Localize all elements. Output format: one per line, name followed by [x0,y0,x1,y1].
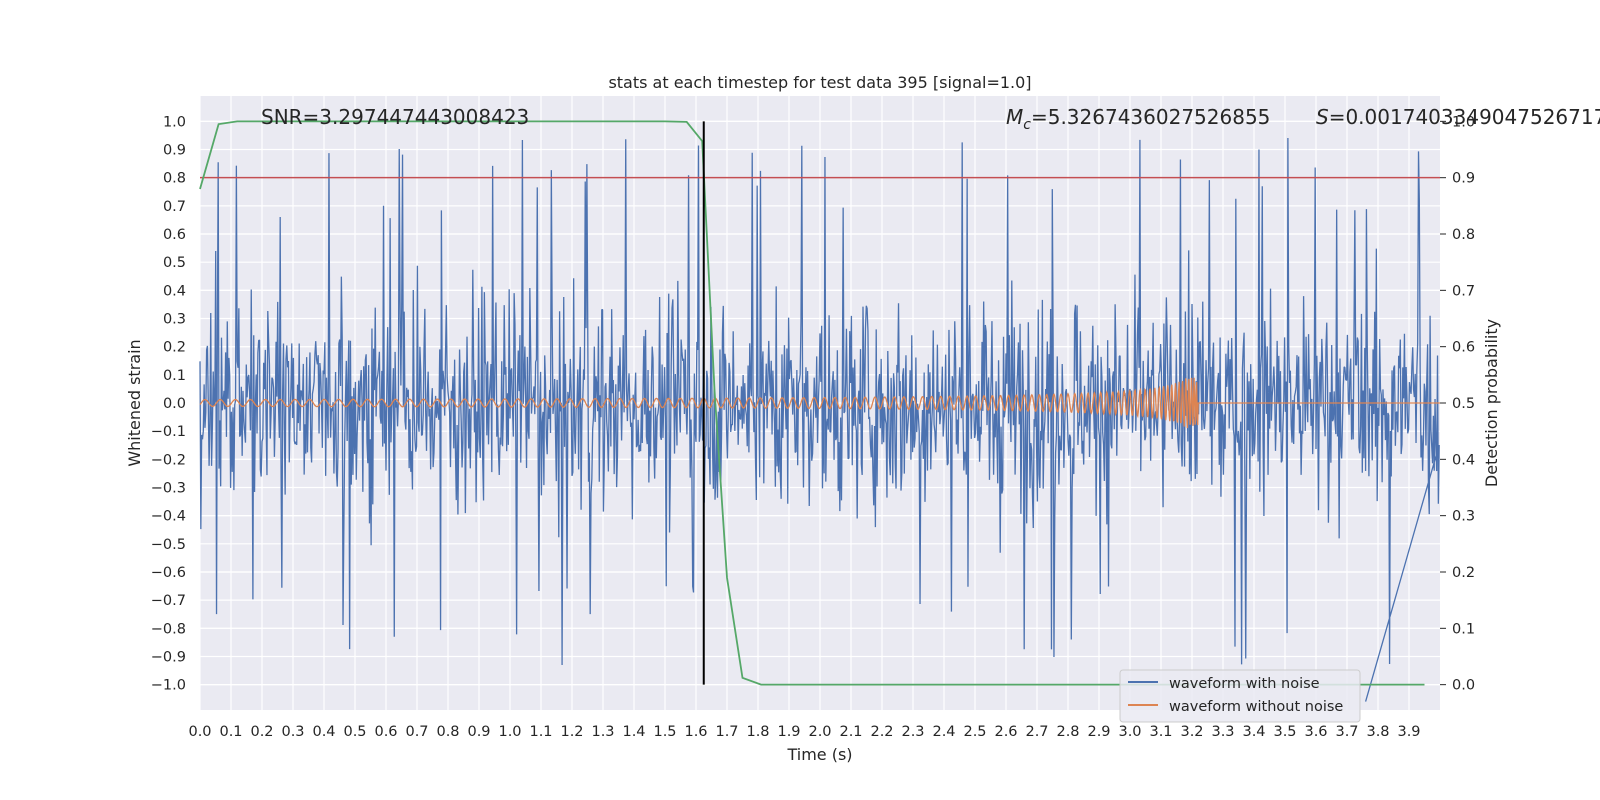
y-tick-label: 0.8 [163,171,186,187]
x-tick-label: 2.2 [870,724,893,740]
y-right-tick-label: 1.0 [1452,114,1475,130]
x-tick-label: 3.8 [1366,724,1389,740]
x-tick-label: 2.9 [1087,724,1110,740]
s-symbol: S [1316,105,1329,129]
x-tick-label: 3.0 [1118,724,1141,740]
y-tick-label: −0.2 [151,452,186,468]
y-tick-label: −0.5 [151,537,186,553]
x-tick-label: 1.1 [529,724,552,740]
mc-value: =5.3267436027526855 [1031,105,1270,129]
x-tick-label: 1.8 [746,724,769,740]
x-tick-label: 0.7 [405,724,428,740]
series-detection-probability [199,120,1425,686]
y-tick-label: −0.3 [151,480,186,496]
x-tick-label: 1.7 [715,724,738,740]
x-tick-label: 3.4 [1242,724,1265,740]
chart-title: stats at each timestep for test data 395… [608,73,1031,92]
y-tick-label: −0.1 [151,424,186,440]
y-tick-label: −0.8 [151,621,186,637]
mc-symbol: M [1006,105,1023,129]
x-tick-label: 1.6 [684,724,707,740]
y-tick-label: −0.9 [151,649,186,665]
y-tick-label: 0.1 [163,368,186,384]
x-tick-label: 2.8 [1056,724,1079,740]
legend-box [1119,669,1361,723]
legend-label-noise: waveform with noise [1169,676,1320,692]
y-right-tick-label: 0.6 [1452,340,1475,356]
y-tick-label: 0.5 [163,255,186,271]
y-right-tick-label: 0.7 [1452,283,1475,299]
x-tick-label: 0.1 [219,724,242,740]
y-right-tick-label: 0.5 [1452,396,1475,412]
y-tick-label: −0.4 [151,509,186,525]
y-tick-label: 0.3 [163,312,186,328]
x-tick-label: 2.5 [963,724,986,740]
x-tick-label: 2.0 [808,724,831,740]
x-tick-label: 0.0 [188,724,211,740]
axes: 0.0 0.1 0.2 0.3 0.4 0.5 0.6 0.7 0.8 0.9 1.0 1.1 1.2 1… [151,114,1475,740]
x-tick-label: 3.9 [1397,724,1420,740]
x-tick-label: 0.3 [281,724,304,740]
x-tick-label: 3.2 [1180,724,1203,740]
y-right-tick-label: 0.4 [1452,452,1475,468]
x-tick-label: 3.7 [1335,724,1358,740]
y-tick-label: 0.7 [163,199,186,215]
s-value: =0.0017403349047526717 [1329,105,1600,129]
x-tick-label: 1.5 [653,724,676,740]
x-tick-label: 0.4 [312,724,335,740]
x-tick-label: 2.3 [901,724,924,740]
y-tick-label: −1.0 [151,678,186,694]
series-layer [199,120,1440,702]
y-right-tick-label: 0.1 [1452,621,1475,637]
mc-annotation: Mc=5.3267436027526855 [1006,105,1270,133]
snr-annotation: SNR=3.297447443008423 [261,105,529,129]
x-tick-label: 2.7 [1025,724,1048,740]
legend: waveform with noise waveform without noi… [1119,669,1361,723]
y-tick-label: −0.7 [151,593,186,609]
x-tick-label: 3.5 [1273,724,1296,740]
x-tick-label: 1.3 [591,724,614,740]
mc-subscript: c [1023,117,1031,133]
y-right-tick-label: 0.3 [1452,509,1475,525]
y-axis-right-label: Detection probability [1482,319,1501,487]
legend-label-clean: waveform without noise [1169,699,1343,715]
y-tick-label: −0.6 [151,565,186,581]
x-tick-label: 2.6 [994,724,1017,740]
x-tick-label: 0.8 [436,724,459,740]
y-right-tick-label: 0.2 [1452,565,1475,581]
series-waveform-without-noise [199,377,1440,429]
x-axis-label: Time (s) [786,745,852,764]
x-tick-label: 3.6 [1304,724,1327,740]
x-tick-label: 1.2 [560,724,583,740]
y-tick-label: 0.2 [163,340,186,356]
x-tick-label: 0.2 [250,724,273,740]
y-tick-label: 1.0 [163,114,186,130]
x-tick-label: 1.0 [498,724,521,740]
x-tick-label: 0.6 [374,724,397,740]
x-tick-label: 3.3 [1211,724,1234,740]
y-axis-label: Whitened strain [125,339,144,466]
x-tick-label: 1.9 [777,724,800,740]
series-waveform-with-noise [199,137,1440,702]
y-tick-label: 0.9 [163,143,186,159]
y-right-tick-label: 0.0 [1452,678,1475,694]
x-tick-label: 2.1 [839,724,862,740]
x-tick-label: 2.4 [932,724,955,740]
x-tick-label: 1.4 [622,724,645,740]
y-tick-label: 0.6 [163,227,186,243]
s-annotation: S=0.0017403349047526717 [1316,105,1600,129]
y-tick-label: 0.0 [163,396,186,412]
x-tick-label: 0.9 [467,724,490,740]
y-tick-label: 0.4 [163,283,186,299]
x-tick-label: 3.1 [1149,724,1172,740]
x-tick-label: 0.5 [343,724,366,740]
y-right-tick-label: 0.8 [1452,227,1475,243]
y-right-tick-label: 0.9 [1452,171,1475,187]
